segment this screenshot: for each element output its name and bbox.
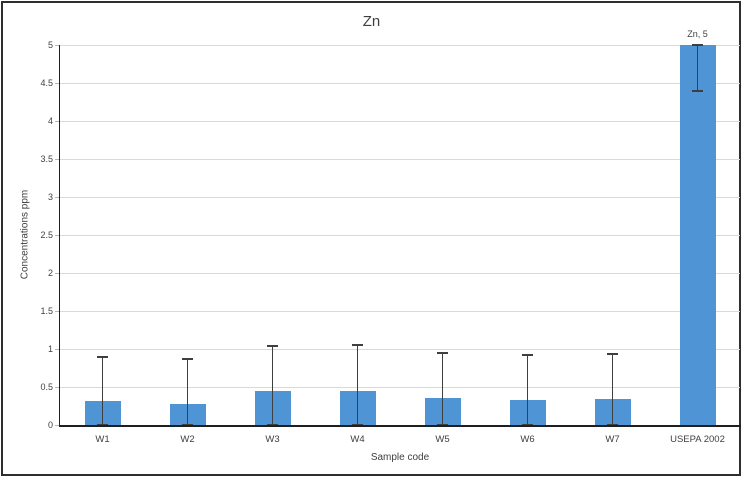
- gridline-3.5: [60, 159, 740, 160]
- y-tick-label-3: 3: [47, 191, 53, 202]
- chart-title: Zn: [362, 13, 381, 30]
- plot-area: 0 0.5 1 1.5 2 2.5 3 3.5 4 4.5 5 W1 W2 W3 W4 W5 W6 W7 USEPA…: [40, 29, 741, 445]
- error-bar-w6: [527, 355, 528, 425]
- gridline-4.5: [60, 83, 740, 84]
- x-tick-label-w7: W7: [605, 434, 620, 445]
- gridline-2: [60, 273, 740, 274]
- y-tick-mark-4: [55, 121, 60, 122]
- y-tick-mark-4.5: [55, 83, 60, 84]
- y-tick-mark-5: [55, 45, 60, 46]
- gridline-2.5: [60, 235, 740, 236]
- error-cap-top-w1: [97, 355, 108, 358]
- x-axis-title: Sample code: [370, 452, 430, 463]
- y-tick-mark-3: [55, 197, 60, 198]
- error-bar-w3: [272, 345, 273, 425]
- y-tick-mark-1.5: [55, 311, 60, 312]
- x-axis-line: [59, 425, 741, 427]
- error-cap-top-w3: [267, 344, 278, 347]
- y-tick-label-1: 1: [47, 343, 53, 354]
- error-cap-top-w5: [437, 351, 448, 354]
- x-tick-label-usepa-2002: USEPA 2002: [670, 434, 725, 445]
- y-axis-line: [59, 45, 60, 426]
- y-tick-label-4: 4: [47, 115, 53, 126]
- y-tick-mark-2: [55, 273, 60, 274]
- y-tick-label-2.5: 2.5: [40, 229, 53, 240]
- y-tick-mark-0.5: [55, 387, 60, 388]
- error-bar-w7: [612, 354, 613, 425]
- gridline-0.5: [60, 387, 740, 388]
- gridline-5: [60, 45, 740, 46]
- gridline-1.5: [60, 311, 740, 312]
- error-cap-bottom-usepa-2002: [692, 89, 703, 92]
- y-tick-label-5: 5: [47, 39, 53, 50]
- error-bar-w1: [102, 356, 103, 425]
- x-tick-label-w2: W2: [180, 434, 195, 445]
- gridline-3: [60, 197, 740, 198]
- x-tick-label-w3: W3: [265, 434, 280, 445]
- error-cap-top-w7: [607, 353, 618, 356]
- y-tick-mark-0: [55, 425, 60, 426]
- x-tick-label-w1: W1: [95, 434, 110, 445]
- error-bar-w5: [442, 352, 443, 425]
- gridline-4: [60, 121, 740, 122]
- y-tick-label-4.5: 4.5: [40, 77, 53, 88]
- error-cap-top-w6: [522, 354, 533, 357]
- y-tick-label-3.5: 3.5: [40, 153, 53, 164]
- y-tick-label-1.5: 1.5: [40, 305, 53, 316]
- bar-usepa-2002: [679, 45, 716, 425]
- error-bar-w4: [357, 345, 358, 425]
- y-tick-mark-2.5: [55, 235, 60, 236]
- y-tick-label-2: 2: [47, 267, 53, 278]
- gridline-1: [60, 349, 740, 350]
- y-tick-label-0.5: 0.5: [40, 381, 53, 392]
- error-cap-top-w4: [352, 344, 363, 347]
- error-cap-top-usepa-2002: [692, 44, 703, 46]
- x-tick-label-w6: W6: [520, 434, 535, 445]
- y-tick-mark-1: [55, 349, 60, 350]
- y-tick-mark-3.5: [55, 159, 60, 160]
- error-bar-w2: [187, 358, 188, 425]
- error-cap-top-w2: [182, 357, 193, 360]
- data-label-usepa-2002: Zn, 5: [687, 29, 708, 39]
- x-tick-label-w5: W5: [435, 434, 450, 445]
- y-tick-label-0: 0: [47, 419, 53, 430]
- x-tick-label-w4: W4: [350, 434, 365, 445]
- error-bar-usepa-2002: [697, 45, 698, 91]
